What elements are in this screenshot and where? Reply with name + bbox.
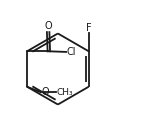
Text: O: O [44,21,52,31]
Text: F: F [86,23,91,33]
Text: O: O [41,87,49,97]
Text: Cl: Cl [67,47,76,57]
Text: CH₃: CH₃ [57,88,73,97]
